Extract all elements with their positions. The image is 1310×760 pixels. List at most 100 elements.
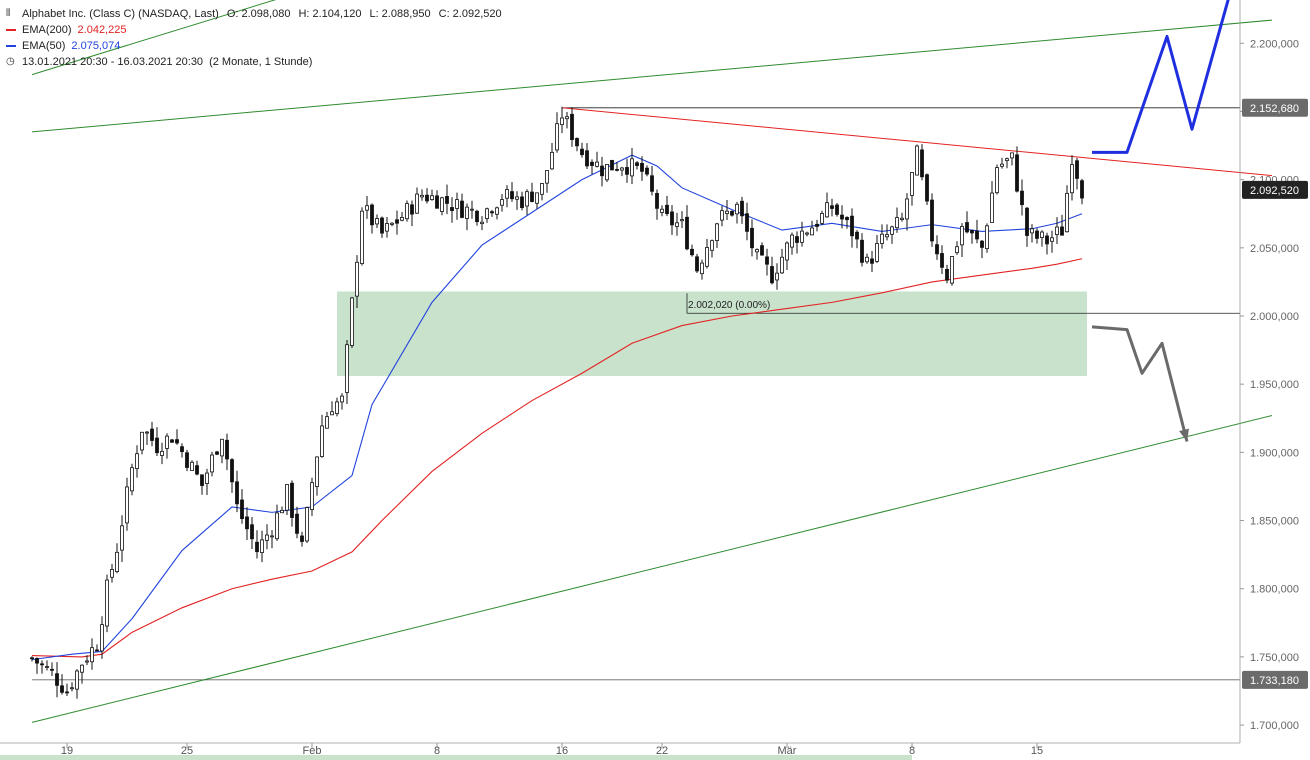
range-row: ◷ 13.01.2021 20:30 - 16.03.2021 20:30 (2…	[6, 54, 502, 70]
candle-body	[275, 512, 279, 540]
candle-body	[995, 167, 999, 194]
candle-body	[565, 116, 569, 120]
ema50-row: EMA(50) 2.075,074	[6, 38, 502, 54]
candle-body	[455, 199, 459, 209]
period: (2 Monate, 1 Stunde)	[209, 56, 313, 68]
candle-body	[115, 551, 119, 572]
candles	[30, 106, 1084, 699]
price-label-box	[1242, 180, 1308, 199]
candle-body	[430, 195, 434, 200]
candle-body	[580, 148, 584, 156]
candle-body	[65, 691, 69, 694]
candle-body	[610, 159, 614, 171]
candle-body	[560, 117, 564, 126]
trendline	[31, 19, 1273, 133]
y-axis: 1.700,000 1.750,000 1.800,000 1.850,000 1.90…	[1239, 0, 1308, 743]
candle-body	[815, 223, 819, 227]
candle-body	[1075, 160, 1079, 179]
candle-body	[485, 208, 489, 219]
candle-body	[230, 459, 234, 483]
candle-body	[145, 431, 149, 434]
candle-body	[420, 194, 424, 198]
candle-body	[520, 196, 524, 208]
candle-body	[400, 217, 404, 221]
candle-body	[840, 214, 844, 220]
x-tick-label: 22	[656, 745, 668, 757]
candle-body	[380, 217, 384, 234]
candle-body	[285, 484, 289, 511]
candle-body	[715, 223, 719, 241]
candle-body	[940, 253, 944, 268]
candle-body	[740, 200, 744, 217]
ema50-line	[31, 154, 1083, 661]
candle-body	[555, 123, 559, 151]
ema200-line	[31, 258, 1083, 658]
candle-body	[965, 222, 969, 233]
ema50-swatch	[6, 45, 16, 47]
candle-body	[395, 219, 399, 224]
trendline	[561, 107, 1273, 177]
candle-body	[920, 149, 924, 178]
candle-body	[50, 668, 54, 671]
candle-body	[770, 266, 774, 284]
candle-body	[305, 507, 309, 542]
candle-body	[355, 261, 359, 297]
candle-body	[550, 151, 554, 170]
x-tick-label: 8	[434, 745, 440, 757]
candle-body	[640, 162, 644, 172]
support-zone	[337, 291, 1087, 376]
candle-body	[375, 218, 379, 225]
y-tick-label: 1.950,000	[1250, 379, 1299, 391]
candle-body	[385, 223, 389, 232]
candle-body	[205, 472, 209, 484]
candle-body	[620, 167, 624, 171]
candle-body	[200, 474, 204, 486]
candle-body	[915, 145, 919, 176]
candle-body	[130, 467, 134, 492]
candle-body	[990, 192, 994, 223]
y-tick-label: 1.700,000	[1250, 720, 1299, 732]
candle-body	[535, 192, 539, 204]
level-label: 2.002,020 (0.00%)	[688, 300, 770, 311]
candle-body	[220, 438, 224, 457]
candle-body	[1030, 228, 1034, 234]
candle-body	[865, 256, 869, 263]
high-value: H: 2.104,120	[298, 8, 362, 20]
candle-body	[780, 256, 784, 274]
candle-body	[890, 226, 894, 235]
candle-body	[195, 465, 199, 475]
candle-body	[340, 395, 344, 403]
candle-body	[480, 221, 484, 225]
candle-body	[160, 451, 164, 456]
candle-body	[185, 452, 189, 468]
candle-body	[180, 446, 184, 452]
candle-body	[410, 204, 414, 215]
candle-body	[1060, 226, 1064, 236]
candle-body	[645, 167, 649, 175]
chart-legend: ⫴ Alphabet Inc. (Class C) (NASDAQ, Last)…	[6, 6, 502, 70]
candle-body	[935, 244, 939, 255]
ema200-name: EMA(200)	[22, 24, 72, 36]
candle-body	[415, 193, 419, 214]
candle-body	[900, 217, 904, 220]
candle-body	[1035, 230, 1039, 239]
candle-body	[135, 453, 139, 469]
candle-body	[655, 192, 659, 209]
candle-body	[245, 516, 249, 530]
x-axis-range-bar	[0, 755, 912, 760]
candle-body	[650, 175, 654, 192]
candle-body	[805, 232, 809, 235]
candle-body	[450, 207, 454, 211]
candle-body	[140, 431, 144, 451]
candle-body	[700, 262, 704, 275]
candle-body	[1000, 163, 1004, 167]
candle-body	[60, 685, 64, 693]
candle-body	[690, 248, 694, 256]
candle-body	[685, 216, 689, 250]
candle-body	[85, 660, 89, 663]
candle-body	[505, 189, 509, 199]
forecast-arrows	[1091, 0, 1230, 442]
candle-body	[955, 246, 959, 254]
candle-body	[790, 234, 794, 248]
